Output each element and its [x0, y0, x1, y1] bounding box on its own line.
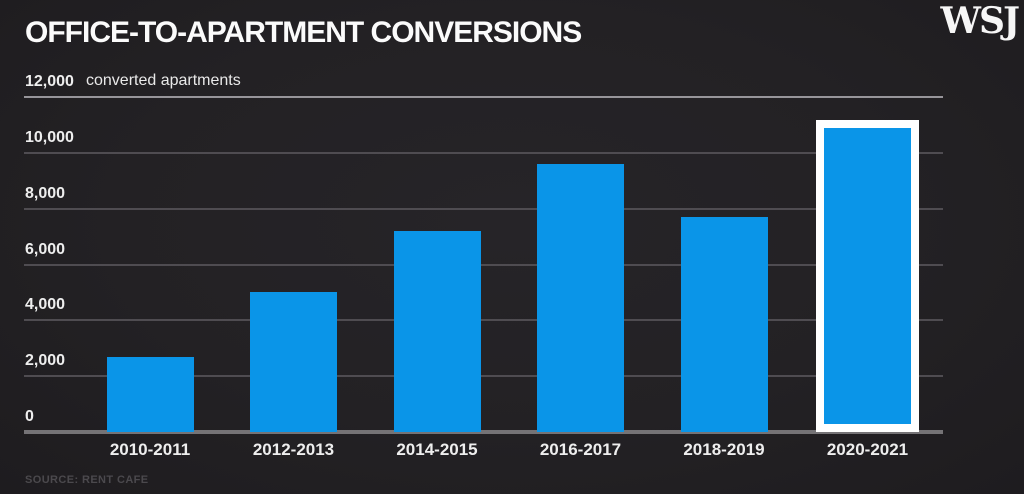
bar	[106, 356, 194, 432]
gridline	[24, 207, 943, 210]
y-tick-label: 6,000	[25, 240, 66, 258]
gridline	[24, 319, 943, 322]
x-tick-label: 2010-2011	[109, 440, 191, 459]
bar	[537, 164, 624, 432]
y-tick-label: 0	[25, 408, 34, 425]
gridline	[24, 151, 943, 154]
y-tick-label: 8,000	[25, 184, 66, 202]
chart-title: OFFICE-TO-APARTMENT CONVERSIONS	[25, 16, 582, 49]
y-tick-label: 12,000	[25, 73, 74, 90]
wsj-logo: WSJ	[940, 0, 1020, 42]
gridline	[24, 263, 943, 266]
x-tick-label: 2014-2015	[396, 440, 478, 459]
x-axis-line	[24, 430, 943, 434]
y-tick-label: 10,000	[25, 128, 74, 146]
x-tick-label: 2012-2013	[252, 440, 335, 459]
x-tick-label: 2020-2021	[826, 440, 909, 459]
unit-label: converted apartments	[86, 72, 241, 89]
y-tick-label: 2,000	[25, 352, 66, 370]
bar	[816, 119, 919, 432]
gridline	[24, 375, 943, 378]
source-label: SOURCE: RENT CAFE	[25, 474, 149, 486]
gridline	[24, 96, 943, 98]
x-tick-label: 2018-2019	[683, 440, 765, 459]
bar	[680, 217, 768, 432]
x-tick-label: 2016-2017	[539, 440, 622, 459]
bar	[250, 292, 337, 432]
bar	[393, 231, 481, 432]
y-tick-label: 4,000	[25, 296, 66, 314]
